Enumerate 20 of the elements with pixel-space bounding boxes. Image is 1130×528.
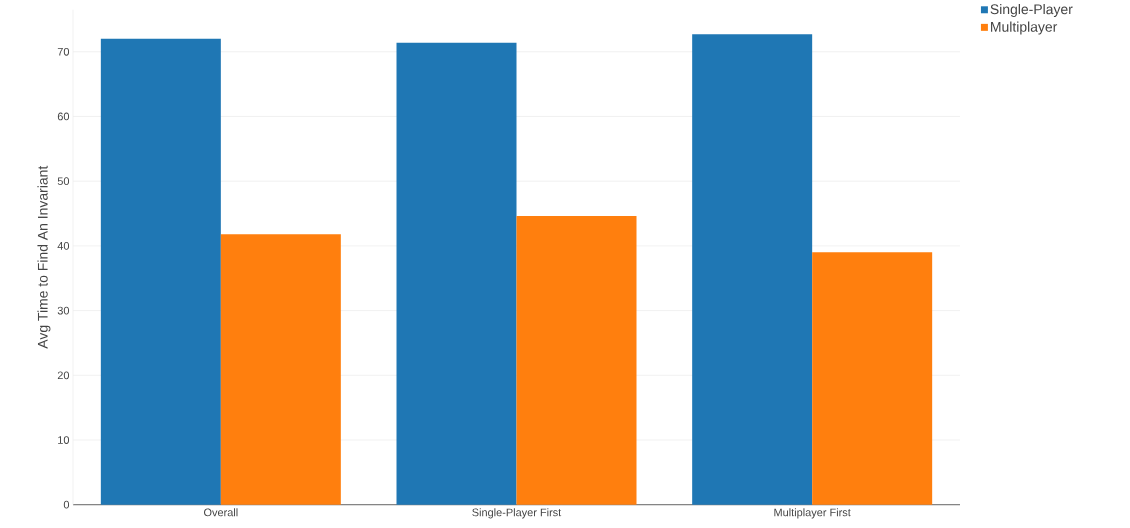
legend-label: Single-Player — [990, 4, 1073, 18]
y-tick-label: 40 — [57, 242, 70, 250]
y-tick-label: 50 — [57, 177, 70, 186]
y-tick-label: 0 — [63, 500, 70, 509]
x-tick-label: Multiplayer First — [774, 508, 851, 519]
y-tick-label: 30 — [57, 306, 70, 315]
y-tick-label: 10 — [58, 436, 70, 445]
y-tick-label: 20 — [57, 371, 70, 380]
bar — [692, 34, 813, 505]
bar — [100, 38, 221, 505]
x-tick-label: Overall — [204, 508, 238, 517]
y-tick-label: 60 — [57, 112, 70, 121]
bar — [396, 42, 517, 505]
legend-label: Multiplayer — [991, 21, 1058, 35]
y-tick-label: 70 — [57, 48, 70, 56]
bar — [812, 252, 933, 505]
bar — [220, 234, 341, 505]
y-axis-title: Avg Time to Find An Invariant — [37, 165, 51, 349]
bar — [516, 216, 637, 505]
x-tick-label: Single-Player First — [472, 508, 562, 519]
